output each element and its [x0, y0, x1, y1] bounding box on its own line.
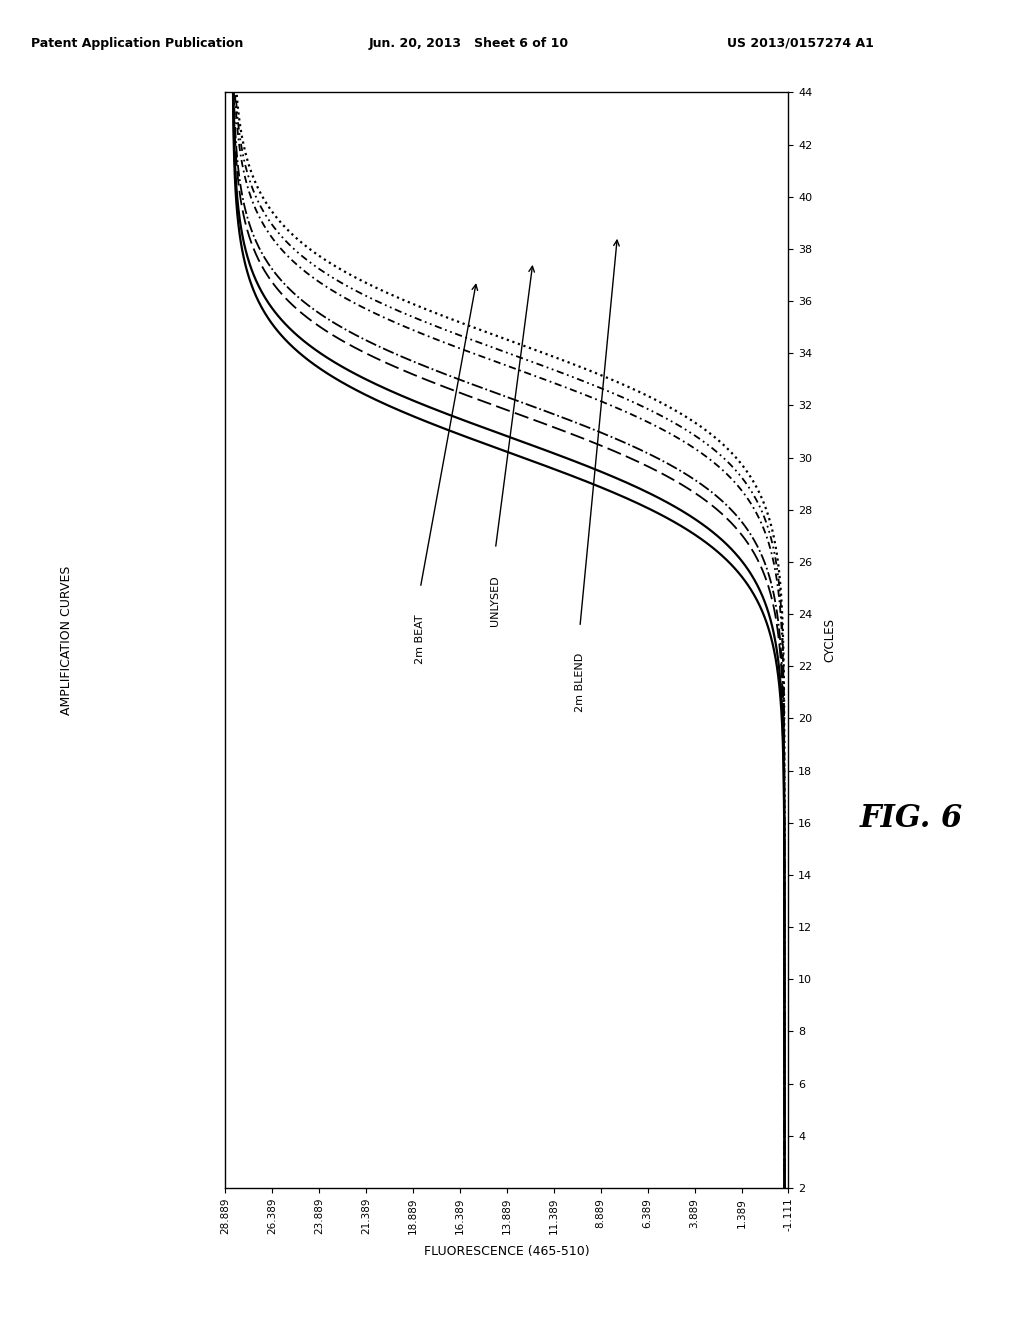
Text: 2m BLEND: 2m BLEND	[574, 653, 585, 713]
Text: AMPLIFICATION CURVES: AMPLIFICATION CURVES	[60, 565, 73, 715]
Text: Patent Application Publication: Patent Application Publication	[31, 37, 243, 50]
Text: US 2013/0157274 A1: US 2013/0157274 A1	[727, 37, 873, 50]
Text: UNLYSED: UNLYSED	[490, 576, 501, 626]
Y-axis label: CYCLES: CYCLES	[823, 618, 837, 663]
Text: Jun. 20, 2013   Sheet 6 of 10: Jun. 20, 2013 Sheet 6 of 10	[369, 37, 568, 50]
X-axis label: FLUORESCENCE (465-510): FLUORESCENCE (465-510)	[424, 1245, 590, 1258]
Text: FIG. 6: FIG. 6	[860, 803, 964, 834]
Text: 2m BEAT: 2m BEAT	[416, 614, 425, 664]
